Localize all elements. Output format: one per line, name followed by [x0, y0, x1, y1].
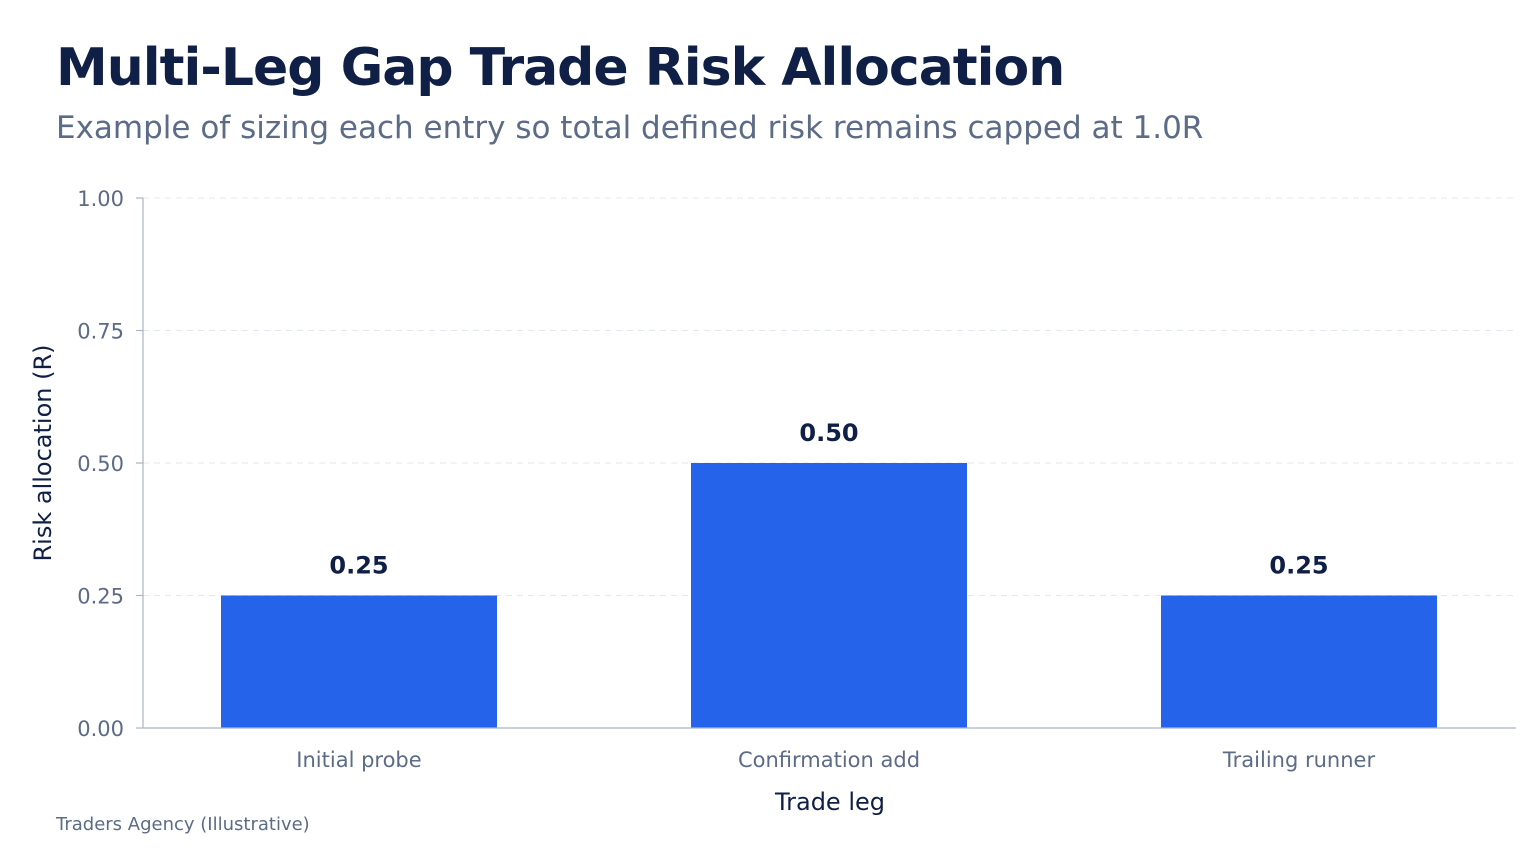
source-note: Traders Agency (Illustrative)	[56, 814, 310, 835]
y-tick-label: 0.75	[77, 320, 124, 344]
bar-2	[691, 463, 967, 728]
bar-1	[221, 595, 497, 728]
chart-subtitle: Example of sizing each entry so total de…	[56, 110, 1204, 146]
bar-3	[1161, 595, 1437, 728]
y-tick-label: 0.25	[77, 585, 124, 609]
y-tick-label: 0.50	[77, 452, 124, 476]
x-tick-label: Confirmation add	[738, 748, 920, 772]
y-tick-label: 1.00	[77, 187, 124, 211]
data-label: 0.25	[1269, 552, 1328, 580]
y-tick-label: 0.00	[77, 717, 124, 741]
axes	[136, 197, 1516, 729]
data-label: 0.25	[329, 552, 388, 580]
chart-title: Multi-Leg Gap Trade Risk Allocation	[56, 38, 1065, 98]
labels: 0.00 0.25 0.50 0.75 1.00 0.25 Initial probe 0.5…	[77, 187, 1375, 772]
x-axis-title: Trade leg	[774, 788, 885, 816]
data-label: 0.50	[799, 419, 858, 447]
x-tick-label: Initial probe	[296, 748, 421, 772]
x-tick-label: Trailing runner	[1222, 748, 1376, 772]
y-axis-title: Risk allocation (R)	[29, 344, 57, 561]
bars	[221, 463, 1437, 728]
